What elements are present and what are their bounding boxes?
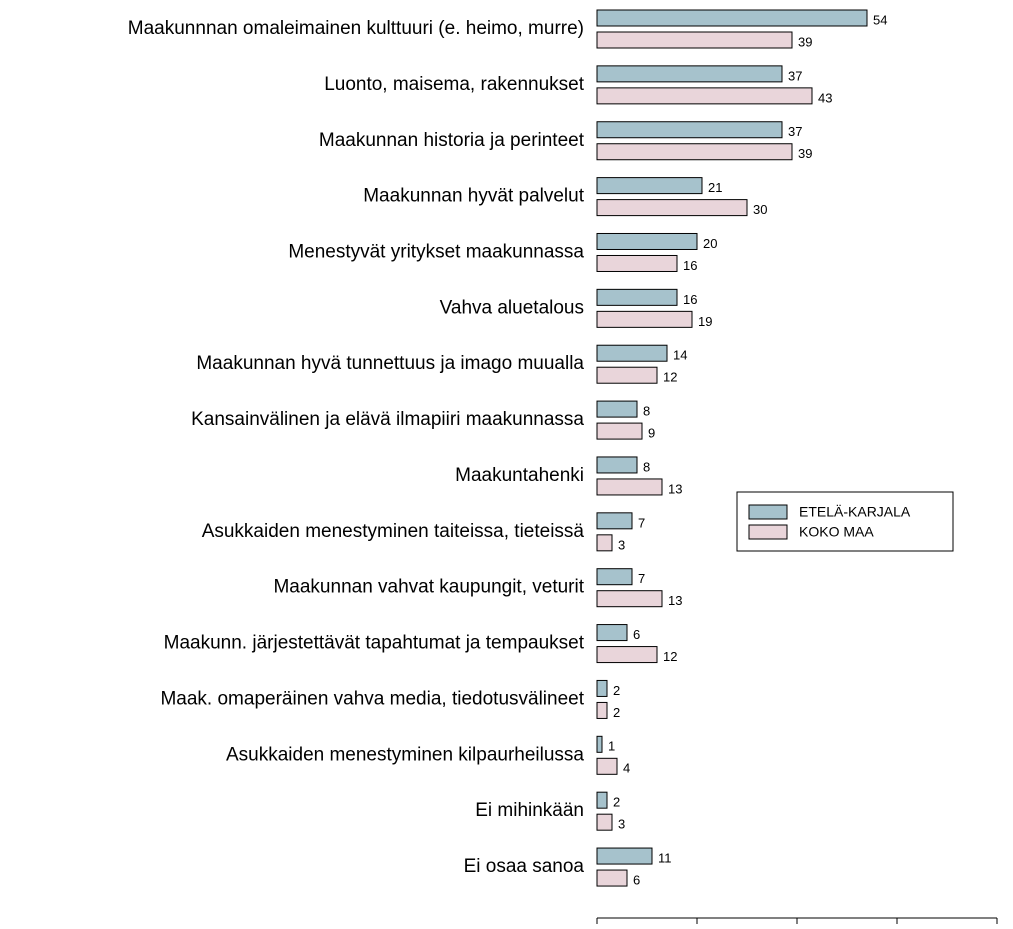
category-label: Maakunnan hyvät palvelut [363, 186, 584, 207]
bar [596, 679, 608, 697]
value-label: 12 [663, 649, 677, 664]
value-label: 19 [698, 314, 712, 329]
bar [596, 232, 698, 250]
value-label: 37 [788, 124, 802, 139]
value-label: 9 [648, 426, 655, 441]
category-label: Maakunnan historia ja perinteet [319, 130, 585, 151]
value-label: 4 [623, 761, 630, 776]
value-label: 20 [703, 236, 717, 251]
value-label: 30 [753, 202, 767, 217]
bar [596, 757, 618, 775]
bar [596, 847, 653, 865]
value-label: 16 [683, 258, 697, 273]
category-label: Maakunnan vahvat kaupungit, veturit [273, 577, 584, 598]
value-label: 7 [638, 515, 645, 530]
value-label: 7 [638, 571, 645, 586]
bar [596, 254, 678, 272]
value-label: 39 [798, 34, 812, 49]
legend-swatch [748, 524, 788, 540]
category-label: Luonto, maisema, rakennukset [324, 74, 585, 95]
bar [596, 813, 613, 831]
value-label: 16 [683, 292, 697, 307]
bar [596, 143, 793, 161]
bar [596, 87, 813, 105]
value-label: 21 [708, 180, 722, 195]
legend-box [736, 491, 954, 552]
bar [596, 366, 658, 384]
bar [596, 344, 668, 362]
legend-swatch [748, 504, 788, 520]
category-label: Asukkaiden menestyminen taiteissa, tiete… [202, 521, 585, 542]
category-label: Ei osaa sanoa [464, 856, 585, 877]
value-label: 39 [798, 146, 812, 161]
legend-label: KOKO MAA [799, 524, 874, 540]
value-label: 8 [643, 459, 650, 474]
bar [596, 791, 608, 809]
bar [596, 646, 658, 664]
value-label: 12 [663, 370, 677, 385]
bar [596, 9, 868, 27]
value-label: 14 [673, 348, 687, 363]
category-label: Asukkaiden menestyminen kilpaurheilussa [226, 744, 584, 765]
bar [596, 400, 638, 418]
category-label: Maakunnnan omaleimainen kulttuuri (e. he… [128, 18, 584, 39]
value-label: 43 [818, 90, 832, 105]
bar [596, 512, 633, 530]
value-label: 3 [618, 817, 625, 832]
value-label: 37 [788, 68, 802, 83]
bar [596, 701, 608, 719]
bar [596, 288, 678, 306]
bar [596, 121, 783, 139]
bar [596, 65, 783, 83]
bar [596, 31, 793, 49]
value-label: 2 [613, 705, 620, 720]
bar [596, 310, 693, 328]
bar [596, 177, 703, 195]
category-label: Maak. omaperäinen vahva media, tiedotusv… [160, 688, 584, 709]
category-label: Ei mihinkään [475, 800, 584, 821]
value-label: 8 [643, 404, 650, 419]
value-label: 54 [873, 12, 887, 27]
bar [596, 568, 633, 586]
value-label: 2 [613, 683, 620, 698]
bar [596, 590, 663, 608]
value-label: 11 [658, 850, 672, 865]
category-label: Kansainvälinen ja elävä ilmapiiri maakun… [191, 409, 584, 430]
category-label: Menestyvät yritykset maakunnassa [288, 241, 584, 262]
value-label: 3 [618, 537, 625, 552]
bar [596, 624, 628, 642]
value-label: 13 [668, 593, 682, 608]
value-label: 2 [613, 795, 620, 810]
category-label: Maakunn. järjestettävät tapahtumat ja te… [164, 633, 585, 654]
category-label: Vahva aluetalous [440, 297, 584, 318]
bar [596, 422, 643, 440]
bar [596, 456, 638, 474]
bar [596, 199, 748, 217]
value-label: 13 [668, 481, 682, 496]
bar [596, 534, 613, 552]
category-label: Maakuntahenki [455, 465, 584, 486]
bar [596, 478, 663, 496]
bar [596, 869, 628, 887]
category-label: Maakunnan hyvä tunnettuus ja imago muual… [196, 353, 584, 374]
bar [596, 735, 603, 753]
value-label: 6 [633, 872, 640, 887]
value-label: 1 [608, 739, 615, 754]
value-label: 6 [633, 627, 640, 642]
legend-label: ETELÄ-KARJALA [799, 504, 911, 520]
